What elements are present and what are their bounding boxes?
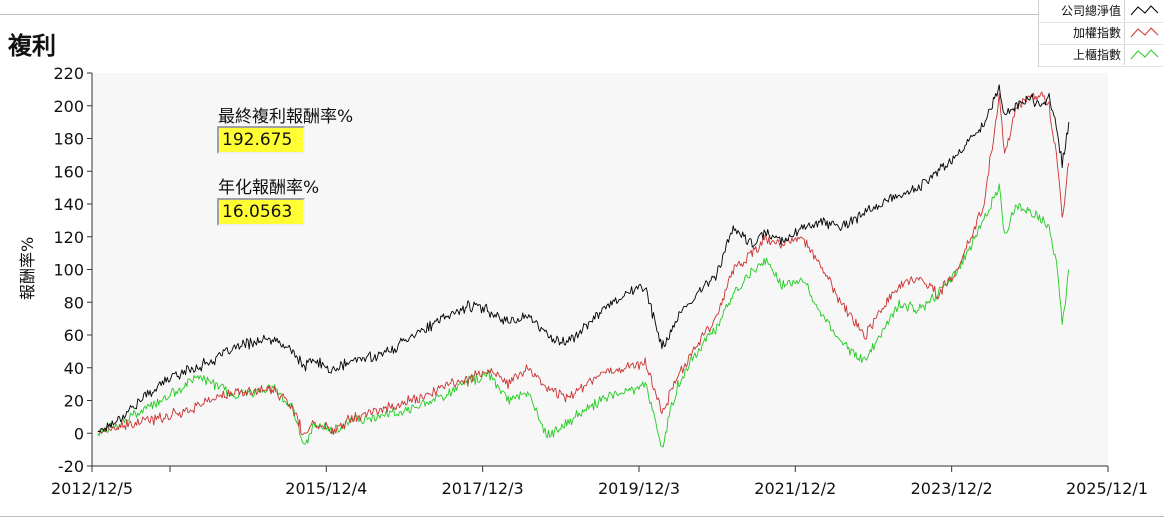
x-tick-label: 2019/12/3 <box>598 479 680 498</box>
series-line-1 <box>97 91 1070 436</box>
legend-item-otc[interactable]: 上櫃指數 <box>1039 44 1163 67</box>
y-tick-label: 60 <box>64 326 84 345</box>
legend-item-net-value[interactable]: 公司總淨值 <box>1039 0 1163 23</box>
x-tick-label: 2012/12/5 <box>51 479 133 498</box>
legend-swatch-icon <box>1124 22 1163 43</box>
legend-item-taiex[interactable]: 加權指數 <box>1039 22 1163 45</box>
legend-swatch-icon <box>1124 0 1163 21</box>
y-tick-label: 160 <box>53 162 84 181</box>
series-lines <box>97 84 1070 448</box>
legend-label: 加權指數 <box>1072 26 1121 40</box>
legend-label: 上櫃指數 <box>1072 48 1121 62</box>
y-tick-label: 220 <box>53 64 84 83</box>
legend-swatch-icon <box>1124 44 1163 65</box>
annual-return-value: 16.0563 <box>217 198 305 226</box>
series-line-0 <box>97 84 1070 433</box>
y-tick-label: 20 <box>64 392 84 411</box>
chart-title: 複利 <box>8 32 56 60</box>
x-ticks: 2012/12/5 2015/12/4 2017/12/3 2019/12/3 2021… <box>51 466 1148 498</box>
y-tick-label: 40 <box>64 359 84 378</box>
y-tick-label: 100 <box>53 261 84 280</box>
legend: 公司總淨值 加權指數 上櫃指數 <box>1038 0 1163 67</box>
y-ticks: -20 0 20 40 60 80 100 120 140 160 180 200 220 <box>53 64 92 476</box>
y-tick-label: 180 <box>53 130 84 149</box>
x-tick-label: 2021/12/2 <box>754 479 836 498</box>
y-tick-label: 0 <box>74 424 84 443</box>
final-return-label: 最終複利報酬率% <box>218 107 354 127</box>
series-line-2 <box>97 183 1070 448</box>
x-tick-label: 2017/12/3 <box>442 479 524 498</box>
top-divider <box>0 14 1040 15</box>
annual-return-label: 年化報酬率% <box>218 178 320 198</box>
legend-label: 公司總淨值 <box>1060 4 1121 18</box>
y-tick-label: 200 <box>53 97 84 116</box>
final-return-value: 192.675 <box>217 126 305 154</box>
bottom-divider <box>0 516 1164 517</box>
y-tick-label: 120 <box>53 228 84 247</box>
y-tick-label: -20 <box>58 457 84 476</box>
x-tick-label: 2025/12/1 <box>1066 479 1148 498</box>
x-tick-label: 2023/12/2 <box>911 479 993 498</box>
x-tick-label: 2015/12/4 <box>285 479 367 498</box>
y-tick-label: 80 <box>64 293 84 312</box>
y-tick-label: 140 <box>53 195 84 214</box>
